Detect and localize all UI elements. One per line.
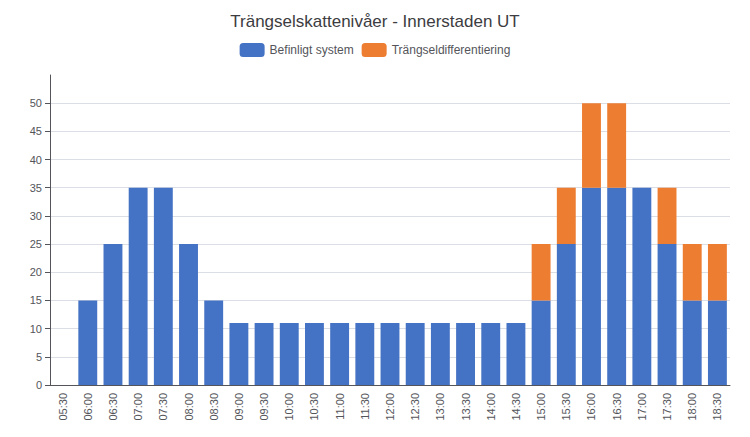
svg-text:0: 0 bbox=[36, 379, 42, 391]
svg-text:16:30: 16:30 bbox=[611, 393, 623, 421]
svg-text:13:30: 13:30 bbox=[460, 393, 472, 421]
svg-text:06:30: 06:30 bbox=[107, 393, 119, 421]
svg-text:08:00: 08:00 bbox=[183, 393, 195, 421]
svg-text:10:30: 10:30 bbox=[308, 393, 320, 421]
svg-text:35: 35 bbox=[30, 182, 42, 194]
svg-text:12:00: 12:00 bbox=[384, 393, 396, 421]
svg-text:14:00: 14:00 bbox=[485, 393, 497, 421]
svg-text:50: 50 bbox=[30, 97, 42, 109]
svg-text:17:30: 17:30 bbox=[661, 393, 673, 421]
svg-text:05:30: 05:30 bbox=[57, 393, 69, 421]
svg-text:15:00: 15:00 bbox=[535, 393, 547, 421]
svg-text:12:30: 12:30 bbox=[409, 393, 421, 421]
svg-text:Trängseldifferentiering: Trängseldifferentiering bbox=[392, 43, 511, 57]
svg-text:13:00: 13:00 bbox=[434, 393, 446, 421]
svg-text:Trängselskattenivåer - Innerst: Trängselskattenivåer - Innerstaden UT bbox=[230, 12, 519, 31]
svg-text:11:00: 11:00 bbox=[334, 393, 346, 420]
svg-text:09:30: 09:30 bbox=[258, 393, 270, 421]
svg-text:18:30: 18:30 bbox=[711, 393, 723, 421]
svg-text:20: 20 bbox=[30, 266, 42, 278]
svg-text:07:30: 07:30 bbox=[157, 393, 169, 421]
svg-text:10:00: 10:00 bbox=[283, 393, 295, 421]
svg-text:14:30: 14:30 bbox=[510, 393, 522, 421]
svg-text:18:00: 18:00 bbox=[686, 393, 698, 421]
svg-text:45: 45 bbox=[30, 125, 42, 137]
svg-text:30: 30 bbox=[30, 210, 42, 222]
svg-text:07:00: 07:00 bbox=[132, 393, 144, 421]
svg-text:15:30: 15:30 bbox=[560, 393, 572, 421]
svg-text:16:00: 16:00 bbox=[585, 393, 597, 421]
svg-text:11:30: 11:30 bbox=[359, 393, 371, 420]
svg-text:17:00: 17:00 bbox=[636, 393, 648, 421]
svg-text:25: 25 bbox=[30, 238, 42, 250]
svg-text:40: 40 bbox=[30, 154, 42, 166]
svg-text:5: 5 bbox=[36, 351, 42, 363]
svg-text:08:30: 08:30 bbox=[208, 393, 220, 421]
svg-text:Befinligt system: Befinligt system bbox=[270, 43, 354, 57]
svg-text:09:00: 09:00 bbox=[233, 393, 245, 421]
svg-text:10: 10 bbox=[30, 323, 42, 335]
svg-text:15: 15 bbox=[30, 294, 42, 306]
svg-text:06:00: 06:00 bbox=[82, 393, 94, 421]
